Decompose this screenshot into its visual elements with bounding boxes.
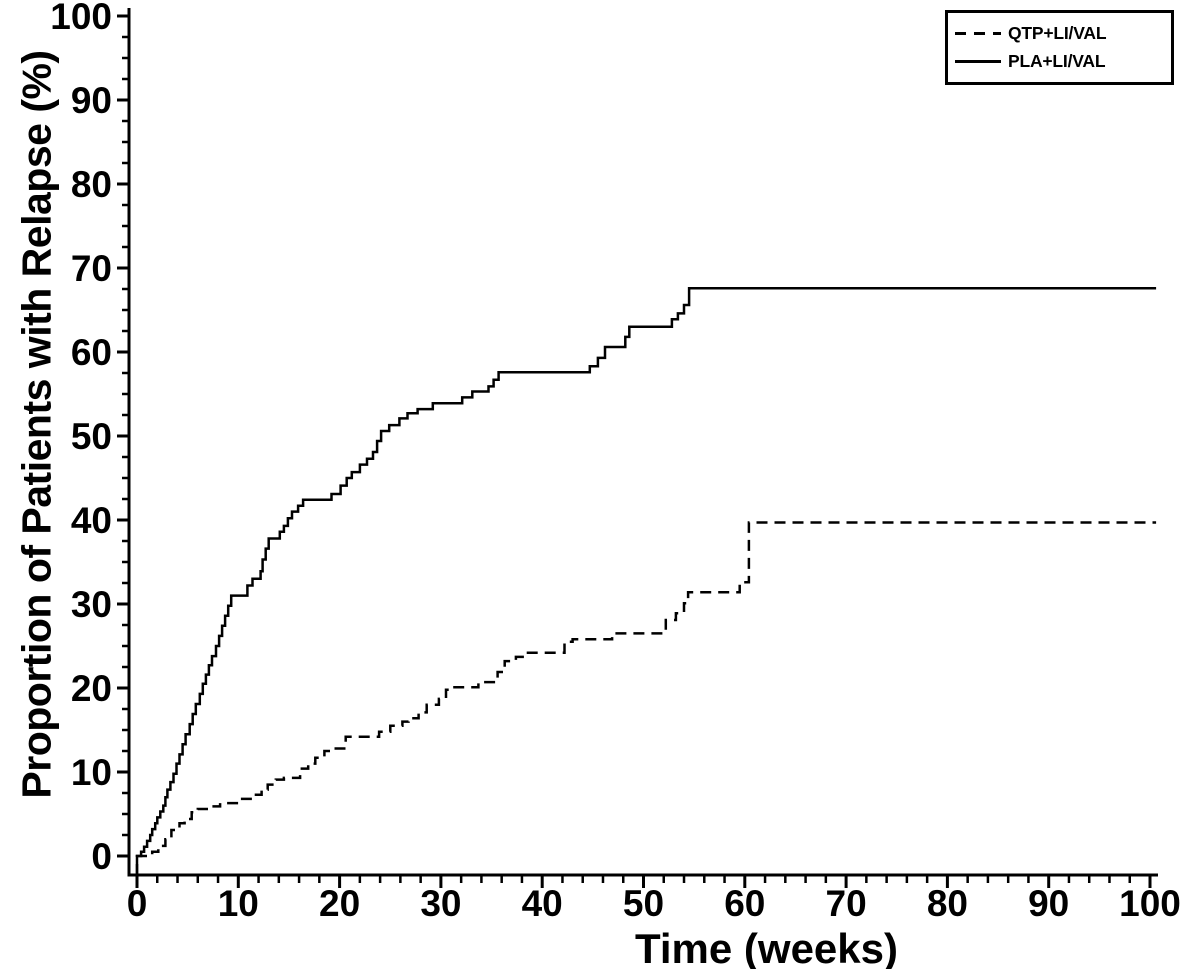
- legend-label-qtp: QTP+LI/VAL: [1008, 22, 1107, 43]
- y-tick-label: 50: [71, 416, 112, 457]
- x-tick-label: 40: [522, 883, 563, 924]
- solid-line-sample-icon: [955, 60, 1001, 64]
- x-tick-label: 80: [927, 883, 968, 924]
- y-tick-label: 20: [71, 668, 112, 709]
- legend-item-pla: PLA+LI/VAL: [955, 51, 1165, 72]
- y-tick-label: 40: [71, 500, 112, 541]
- x-tick-label: 10: [218, 883, 259, 924]
- x-tick-label: 100: [1119, 883, 1180, 924]
- y-tick-label: 10: [71, 752, 112, 793]
- y-tick-label: 60: [71, 332, 112, 373]
- x-tick-label: 60: [724, 883, 765, 924]
- x-tick-label: 30: [420, 883, 461, 924]
- x-tick-label: 20: [319, 883, 360, 924]
- legend-item-qtp: QTP+LI/VAL: [955, 23, 1165, 44]
- dashed-line-sample-icon: [955, 31, 1001, 35]
- x-axis-title: Time (weeks): [634, 925, 898, 969]
- legend: QTP+LI/VAL PLA+LI/VAL: [945, 10, 1174, 85]
- x-tick-label: 50: [623, 883, 664, 924]
- x-tick-label: 90: [1028, 883, 1069, 924]
- y-tick-label: 80: [71, 164, 112, 205]
- y-tick-label: 90: [71, 80, 112, 121]
- x-tick-label: 70: [826, 883, 867, 924]
- y-axis-title: Proportion of Patients with Relapse (%): [13, 50, 60, 799]
- series-line-qtp-li-val: [135, 521, 1157, 875]
- x-tick-label: 0: [127, 883, 148, 924]
- series-line-pla-li-val: [135, 286, 1157, 875]
- y-tick-label: 100: [50, 0, 112, 37]
- legend-label-pla: PLA+LI/VAL: [1008, 51, 1106, 72]
- y-tick-label: 30: [71, 584, 112, 625]
- y-tick-label: 0: [91, 836, 112, 877]
- y-tick-label: 70: [71, 248, 112, 289]
